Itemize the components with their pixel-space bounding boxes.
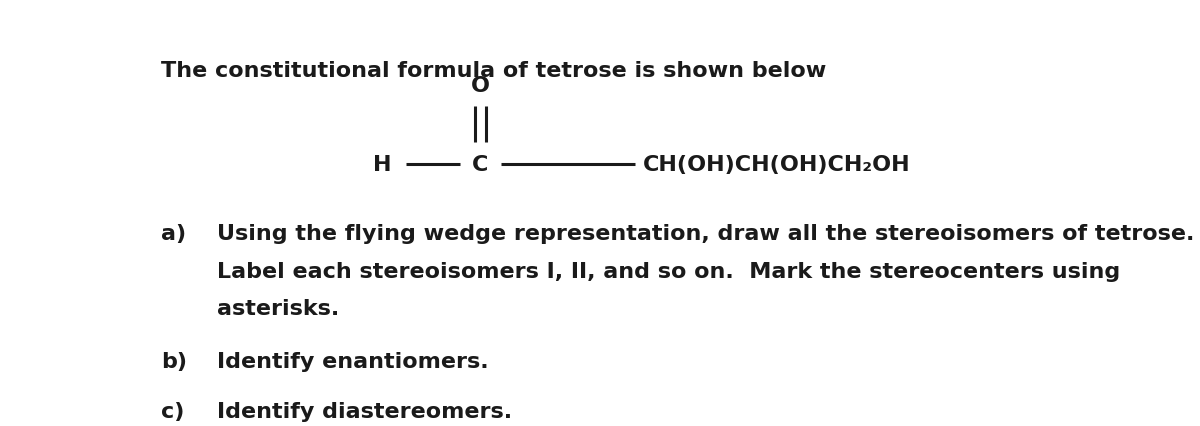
Text: O: O [470, 75, 490, 95]
Text: The constitutional formula of tetrose is shown below: The constitutional formula of tetrose is… [161, 61, 827, 81]
Text: Identify diastereomers.: Identify diastereomers. [217, 400, 512, 420]
Text: a): a) [161, 223, 186, 243]
Text: H: H [373, 154, 391, 174]
Text: b): b) [161, 351, 187, 371]
Text: C: C [472, 154, 488, 174]
Text: c): c) [161, 400, 185, 420]
Text: Using the flying wedge representation, draw all the stereoisomers of tetrose.: Using the flying wedge representation, d… [217, 223, 1194, 243]
Text: Label each stereoisomers I, II, and so on.  Mark the stereocenters using: Label each stereoisomers I, II, and so o… [217, 261, 1121, 281]
Text: CH(OH)CH(OH)CH₂OH: CH(OH)CH(OH)CH₂OH [643, 154, 911, 174]
Text: Identify enantiomers.: Identify enantiomers. [217, 351, 488, 371]
Text: asterisks.: asterisks. [217, 299, 340, 319]
